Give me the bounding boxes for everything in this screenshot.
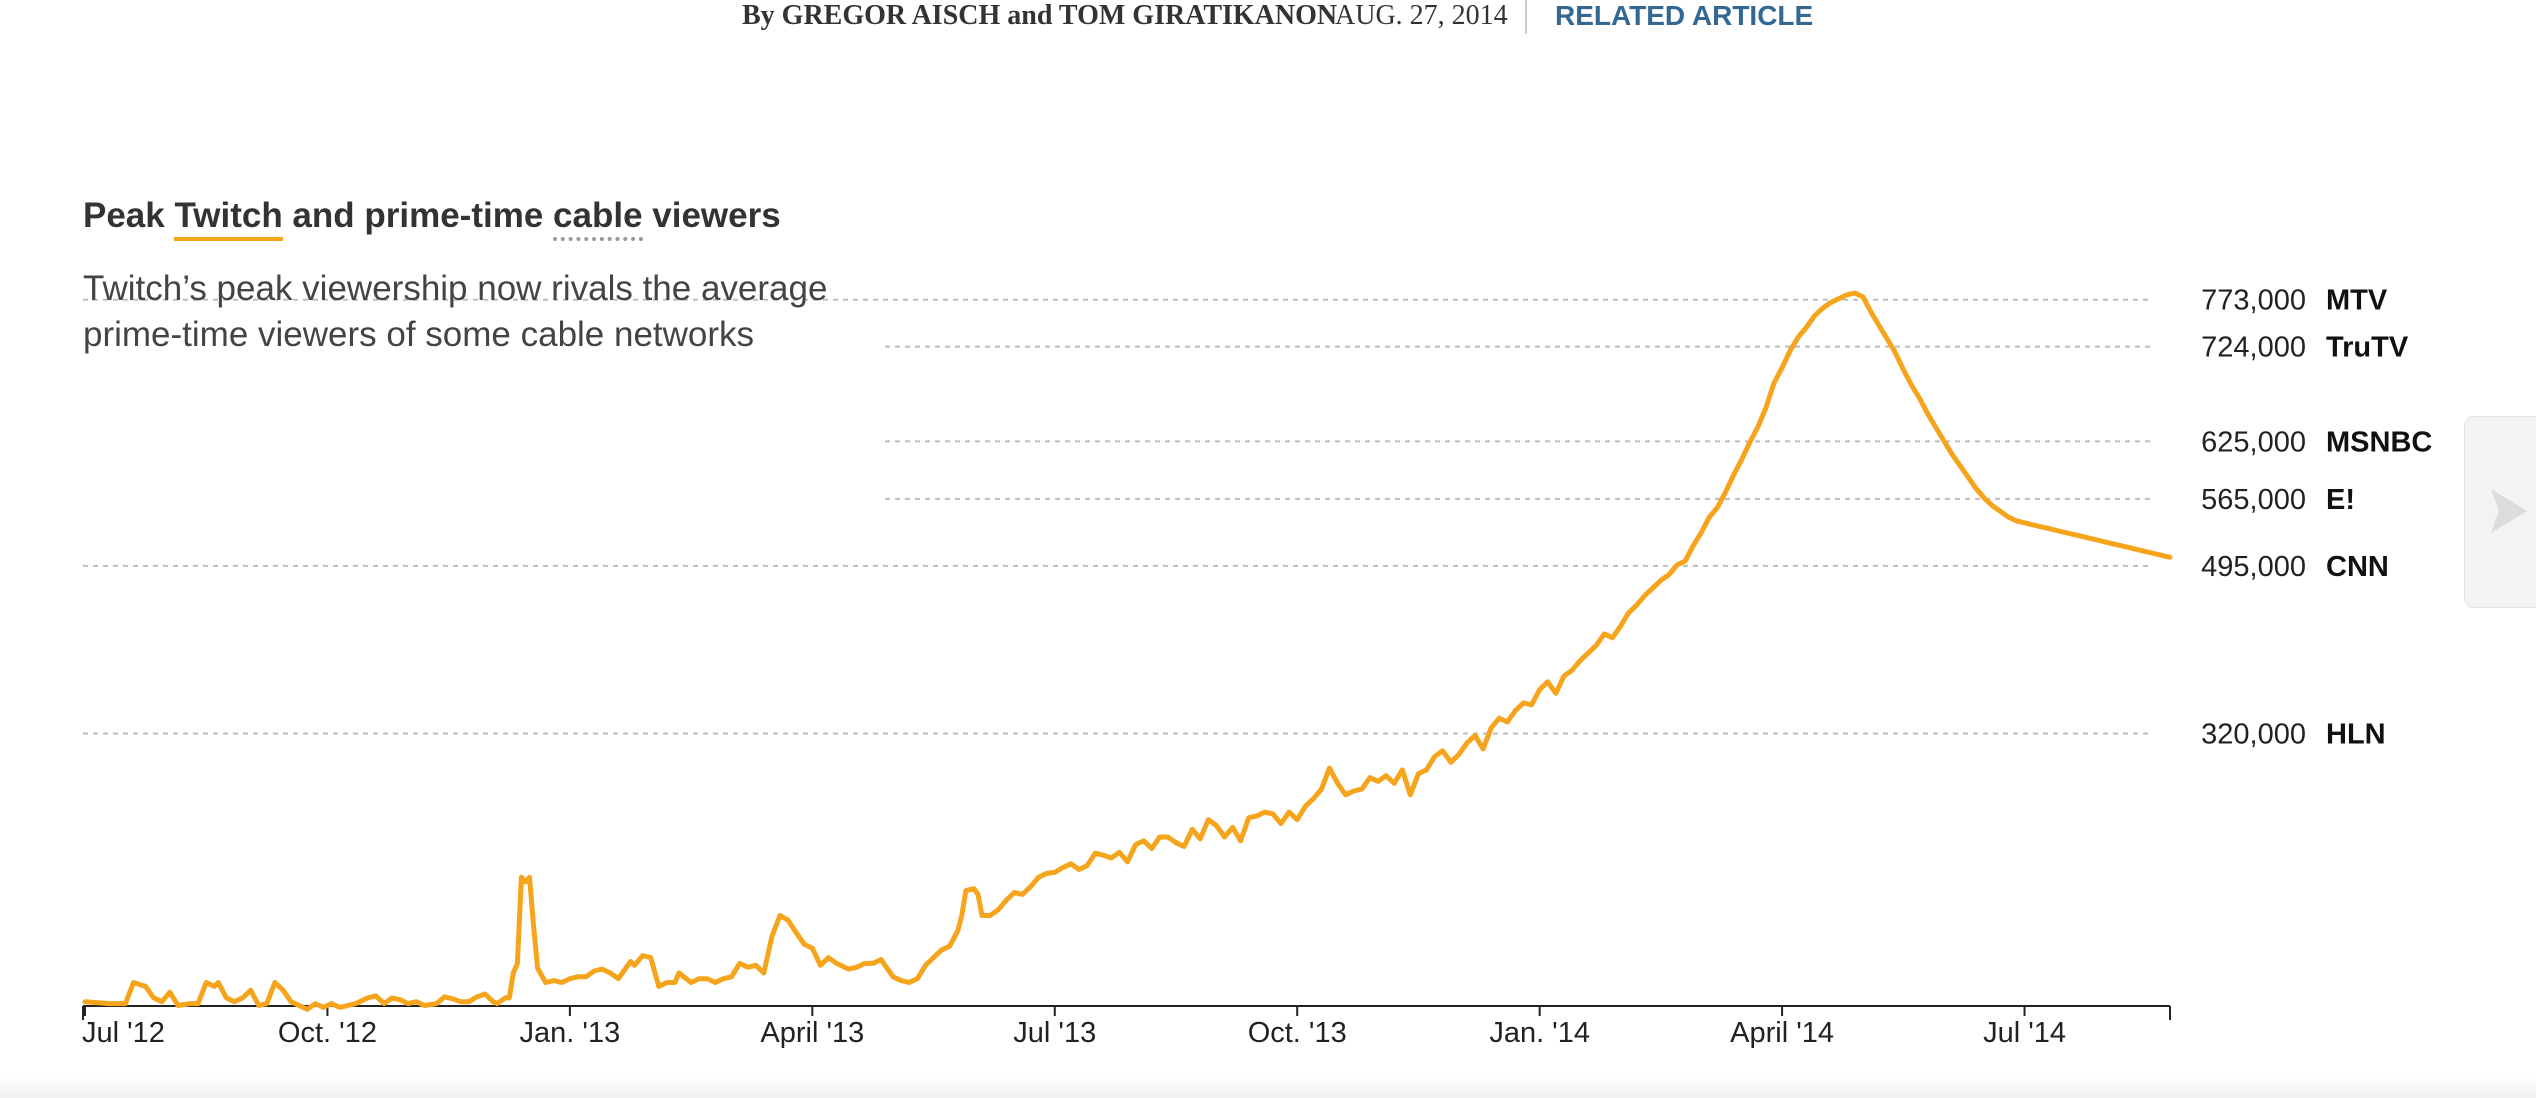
bottom-edge [0,1075,2536,1098]
x-tick-label: Oct. '12 [278,1017,377,1049]
reference-lines: 773,000 MTV 724,000 TruTV 625,000 MSNBC 565,00… [83,285,2432,751]
reference-value-label: 320,000 [2201,719,2306,751]
x-tick-label: Jul '14 [1983,1017,2066,1049]
title-part-3: and prime-time [282,196,554,235]
reference-network-label: HLN [2326,719,2386,751]
reference-network-label: CNN [2326,551,2389,583]
byline-date: AUG. 27, 2014 [1335,0,1508,31]
chart-title: Peak Twitch and prime-time cable viewers [83,196,781,241]
title-twitch-link[interactable]: Twitch [174,196,283,241]
x-tick-label: April '13 [760,1017,864,1049]
x-axis: Jul '12 Oct. '12 Jan. '13 April '13 Jul '13 O… [82,1005,2171,1049]
x-tick-label: Jan. '13 [520,1017,621,1049]
reference-value-label: 565,000 [2201,484,2306,516]
related-article-link[interactable]: RELATED ARTICLE [1555,0,1814,31]
title-cable-link[interactable]: cable [553,196,643,241]
series-points [84,292,2171,1010]
reference-network-label: E! [2326,484,2355,516]
reference-value-label: 724,000 [2201,332,2306,364]
series-line-twitch [82,290,2173,1012]
x-tick-label: April '14 [1730,1017,1834,1049]
chevron-right-icon [2491,489,2527,533]
title-part-1: Peak [83,196,175,235]
x-tick-label: Jul '13 [1013,1017,1096,1049]
x-tick-label: Oct. '13 [1248,1017,1347,1049]
reference-network-label: MTV [2326,285,2388,317]
reference-network-label: TruTV [2326,332,2409,364]
reference-value-label: 773,000 [2201,285,2306,317]
reference-value-label: 495,000 [2201,551,2306,583]
reference-value-label: 625,000 [2201,426,2306,458]
reference-network-label: MSNBC [2326,426,2432,458]
x-tick-label: Jul '12 [82,1017,165,1049]
next-arrow-button[interactable] [2464,416,2536,608]
title-part-5: viewers [642,196,781,235]
byline-authors: By GREGOR AISCH and TOM GIRATIKANON [742,0,1338,31]
chart-subtitle: Twitch’s peak viewership now rivals the … [83,269,828,354]
x-tick-label: Jan. '14 [1489,1017,1590,1049]
byline: By GREGOR AISCH and TOM GIRATIKANON AUG.… [0,0,2536,40]
byline-divider [1525,0,1527,34]
